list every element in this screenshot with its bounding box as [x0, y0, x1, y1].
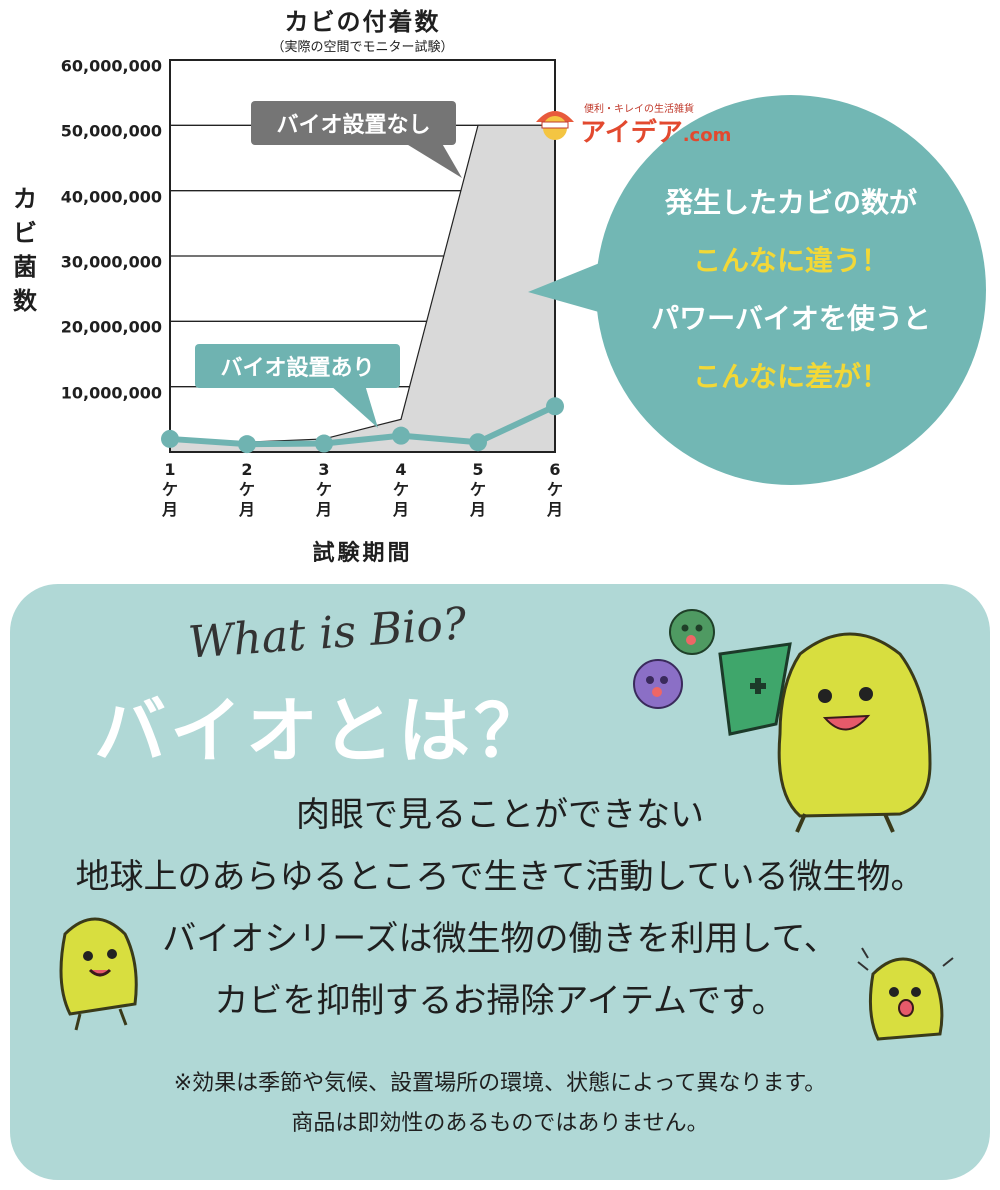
bio-description: 肉眼で見ることができない 地球上のあらゆるところで生きて活動している微生物。 バ… — [10, 784, 990, 1032]
disclaimer-note: ※効果は季節や気候、設置場所の環境、状態によって異なります。 商品は即効性のある… — [10, 1064, 990, 1144]
with-bio-point — [161, 429, 179, 448]
bubble-line-3: パワーバイオを使うと — [651, 302, 931, 335]
with-bio-point — [392, 426, 410, 445]
x-tick-label: 3 ケ 月 — [315, 460, 332, 519]
bubble-line-1: 発生したカビの数が — [664, 186, 917, 219]
with-bio-point — [469, 433, 487, 452]
umbrella-logo-icon — [536, 111, 574, 140]
description-line-2: 地球上のあらゆるところで生きて活動している微生物。 — [75, 857, 925, 897]
y-axis-label: カ ビ 菌 数 — [13, 185, 37, 315]
with-bio-point — [238, 435, 256, 454]
y-tick-label: 60,000,000 — [60, 56, 162, 76]
shield-board-icon — [718, 642, 792, 736]
x-tick-label: 5 ケ 月 — [469, 460, 486, 519]
series-with-bio-line — [169, 403, 557, 448]
mascot-left-illustration — [59, 917, 138, 1031]
y-tick-label: 30,000,000 — [60, 252, 162, 272]
callout-with-pointer — [330, 385, 378, 428]
site-logo: 便利・キレイの生活雑貨 アイデア.com — [532, 100, 732, 149]
logo-tagline: 便利・キレイの生活雑貨 — [584, 104, 694, 115]
description-line-1: 肉眼で見ることができない — [296, 795, 704, 835]
with-bio-point — [546, 397, 564, 416]
note-line-2: 商品は即効性のあるものではありません。 — [291, 1111, 709, 1136]
bubble-line-4: こんなに差が！ — [692, 360, 889, 393]
description-line-3: バイオシリーズは微生物の働きを利用して、 — [162, 919, 838, 959]
x-tick-label: 2 ケ 月 — [238, 460, 255, 519]
x-tick-label: 6 ケ 月 — [546, 460, 563, 519]
what-is-bio-script: What is Bio? — [186, 598, 469, 669]
series-with-bio-points — [161, 397, 564, 454]
bio-headline: バイオとは？ — [94, 689, 551, 773]
mascot-right-illustration — [857, 947, 954, 1041]
logo-name: アイデア — [580, 118, 683, 148]
callout-with-bio: バイオ設置あり — [195, 344, 400, 388]
logo-wordmark: アイデア.com — [580, 112, 731, 149]
y-tick-label: 50,000,000 — [60, 121, 162, 141]
description-line-4: カビを抑制するお掃除アイテムです。 — [214, 981, 786, 1021]
x-tick-label: 4 ケ 月 — [392, 460, 409, 519]
green-germ-icon — [669, 609, 715, 655]
mascot-holding-board-illustration — [633, 609, 932, 833]
y-tick-label: 40,000,000 — [60, 187, 162, 207]
x-tick-label: 1 ケ 月 — [161, 460, 178, 519]
callout-without-bio: バイオ設置なし — [251, 101, 456, 145]
plot-frame — [169, 59, 556, 453]
bubble-line-2: こんなに違う！ — [692, 244, 889, 277]
chart-subtitle: （実際の空間でモニター試験） — [271, 40, 454, 55]
note-line-1: ※効果は季節や気候、設置場所の環境、状態によって異なります。 — [173, 1071, 827, 1096]
chart-title: カビの付着数 — [284, 8, 441, 36]
callout-without-pointer — [400, 140, 462, 178]
purple-germ-icon — [633, 659, 683, 709]
logo-suffix: .com — [682, 125, 732, 146]
y-tick-label: 10,000,000 — [60, 383, 162, 403]
comparison-bubble: 発生したカビの数が こんなに違う！ パワーバイオを使うと こんなに差が！ — [596, 95, 986, 485]
what-is-bio-panel: What is Bio? バイオとは？ — [10, 584, 990, 1180]
y-tick-label: 20,000,000 — [60, 317, 162, 337]
x-axis-label: 試験期間 — [312, 541, 413, 566]
with-bio-point — [315, 434, 333, 453]
